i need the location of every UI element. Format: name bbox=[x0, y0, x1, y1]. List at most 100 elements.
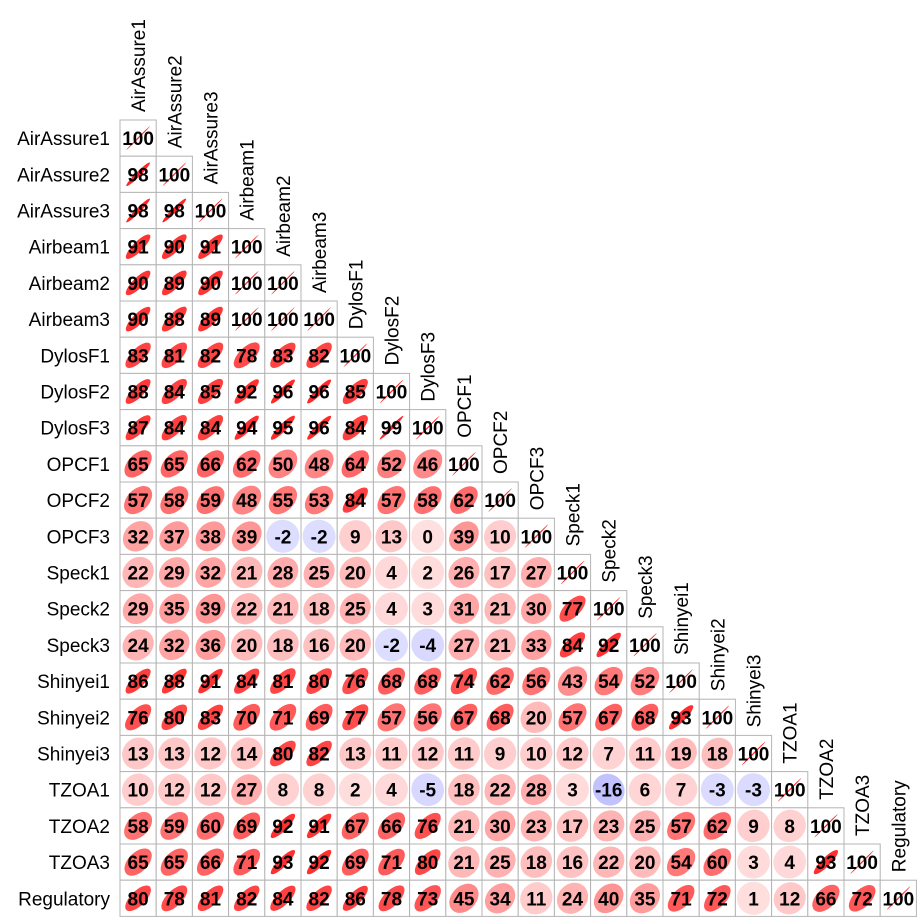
heatmap-cell: -2 bbox=[372, 626, 411, 664]
cell-value: 100 bbox=[665, 672, 697, 693]
cell-value: 10 bbox=[526, 745, 547, 766]
heatmap-cell: 2 bbox=[409, 553, 447, 592]
correlation-ellipse bbox=[814, 814, 838, 838]
heatmap-cell: 91 bbox=[300, 807, 338, 845]
heatmap-cell: 80 bbox=[300, 662, 338, 700]
heatmap-cell: 85 bbox=[336, 372, 374, 411]
correlation-ellipse bbox=[121, 773, 155, 806]
correlation-ellipse bbox=[124, 450, 152, 478]
cell-value: 57 bbox=[128, 491, 149, 512]
cell-value: 100 bbox=[557, 564, 589, 585]
cell-value: 100 bbox=[882, 889, 914, 910]
cell-value: 8 bbox=[784, 817, 795, 838]
correlation-ellipse bbox=[341, 812, 369, 840]
cell-value: 86 bbox=[128, 672, 149, 693]
heatmap-cell: 29 bbox=[155, 553, 193, 592]
cell-value: 76 bbox=[345, 672, 366, 693]
cell-value: 19 bbox=[671, 745, 692, 766]
heatmap-cell: 100 bbox=[228, 264, 266, 302]
cell-value: 85 bbox=[345, 383, 367, 404]
correlation-ellipse bbox=[338, 773, 372, 807]
cell-value: 59 bbox=[164, 817, 185, 838]
cell-value: 81 bbox=[272, 672, 294, 693]
heatmap-cell: 25 bbox=[481, 843, 519, 881]
cell-value: 18 bbox=[453, 781, 474, 802]
cell-value: 59 bbox=[200, 491, 221, 512]
cell-value: 66 bbox=[381, 817, 402, 838]
cell-value: 82 bbox=[309, 889, 330, 910]
heatmap-cell: 2 bbox=[336, 771, 374, 809]
cell-value: 13 bbox=[345, 745, 366, 766]
cell-value: 16 bbox=[562, 853, 583, 874]
cell-value: 84 bbox=[164, 383, 186, 404]
heatmap-cell: 39 bbox=[445, 517, 483, 555]
correlation-ellipse bbox=[592, 737, 626, 770]
heatmap-cell: 1 bbox=[734, 879, 773, 917]
heatmap-cell: 81 bbox=[191, 879, 230, 917]
correlation-ellipse bbox=[302, 519, 336, 553]
cell-value: 84 bbox=[562, 636, 584, 657]
correlation-ellipse bbox=[270, 415, 295, 440]
heatmap-cell: 18 bbox=[445, 771, 483, 809]
correlation-ellipse bbox=[378, 885, 405, 912]
row-label: Airbeam1 bbox=[29, 238, 110, 259]
correlation-ellipse bbox=[233, 885, 260, 912]
cell-value: 9 bbox=[748, 817, 759, 838]
heatmap-cell: 98 bbox=[119, 155, 157, 193]
heatmap-cell: 32 bbox=[119, 517, 157, 555]
cell-value: 57 bbox=[381, 491, 402, 512]
heatmap-cell: 77 bbox=[336, 698, 374, 736]
cell-value: 100 bbox=[701, 708, 733, 729]
heatmap-cell: 72 bbox=[698, 879, 736, 917]
cell-value: 21 bbox=[490, 636, 512, 657]
row-label: TZOA2 bbox=[49, 817, 110, 838]
heatmap-cell: 38 bbox=[191, 517, 230, 555]
correlation-ellipse bbox=[593, 883, 624, 914]
correlation-ellipse bbox=[522, 667, 551, 696]
heatmap-cell: 78 bbox=[228, 336, 266, 374]
heatmap-cell: 82 bbox=[300, 734, 338, 773]
correlation-ellipse bbox=[234, 271, 259, 295]
heatmap-cell: 68 bbox=[372, 662, 411, 700]
cell-value: 65 bbox=[128, 853, 150, 874]
heatmap-cell: 48 bbox=[228, 481, 266, 519]
correlation-ellipse bbox=[411, 592, 445, 626]
correlation-ellipse bbox=[848, 885, 876, 912]
heatmap-cell: 100 bbox=[626, 626, 664, 664]
cell-value: 77 bbox=[562, 600, 583, 621]
cell-value: 86 bbox=[345, 889, 366, 910]
cell-border bbox=[336, 336, 374, 374]
heatmap-cell: 86 bbox=[119, 662, 157, 700]
correlation-ellipse bbox=[267, 592, 299, 625]
correlation-ellipse bbox=[520, 846, 553, 878]
cell-value: 78 bbox=[236, 346, 257, 367]
cell-value: 100 bbox=[122, 129, 154, 150]
heatmap-cell: 0 bbox=[409, 517, 447, 555]
heatmap-cell: 67 bbox=[336, 807, 374, 845]
cell-value: 82 bbox=[200, 346, 221, 367]
cell-border bbox=[336, 409, 374, 447]
cell-value: 100 bbox=[231, 310, 263, 331]
correlation-ellipse bbox=[375, 592, 408, 626]
row-label: Airbeam2 bbox=[29, 274, 110, 295]
cell-value: 30 bbox=[490, 817, 511, 838]
cell-value: 57 bbox=[562, 708, 583, 729]
heatmap-cell: 80 bbox=[409, 843, 447, 881]
correlation-ellipse bbox=[122, 737, 155, 770]
heatmap-cell: 92 bbox=[264, 807, 302, 845]
heatmap-cell: 37 bbox=[155, 517, 193, 555]
cell-value: 80 bbox=[272, 745, 293, 766]
cell-value: 100 bbox=[231, 238, 263, 259]
correlation-ellipse bbox=[703, 812, 732, 840]
heatmap-cell: 80 bbox=[264, 734, 302, 773]
heatmap-cell: 11 bbox=[445, 734, 483, 773]
heatmap-cell: 90 bbox=[119, 264, 157, 302]
heatmap-cell: 65 bbox=[119, 843, 157, 881]
cell-value: 84 bbox=[272, 889, 294, 910]
correlation-ellipse bbox=[161, 704, 188, 731]
correlation-ellipse bbox=[593, 846, 625, 878]
heatmap-cell: 83 bbox=[191, 698, 230, 736]
correlation-ellipse bbox=[125, 306, 151, 332]
correlation-ellipse bbox=[737, 809, 770, 843]
correlation-ellipse bbox=[664, 773, 698, 807]
